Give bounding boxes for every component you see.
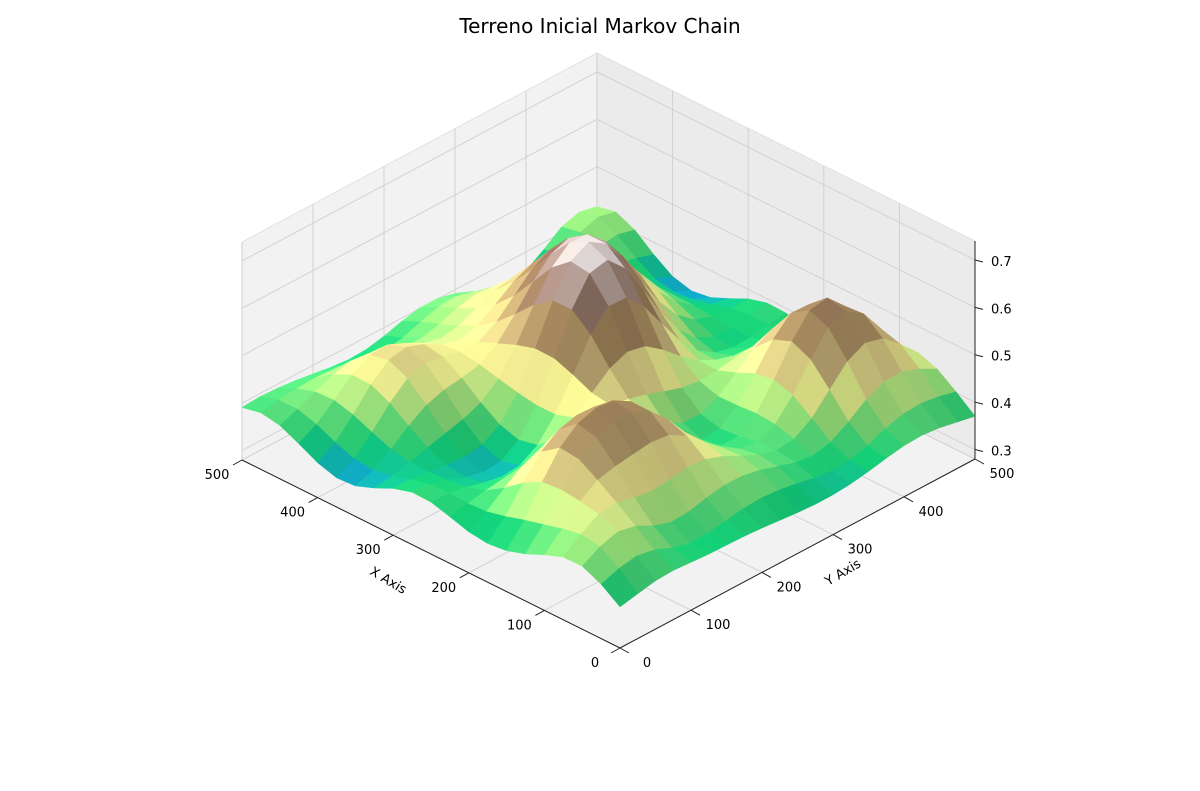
x-tick-label: 300 [356,543,381,558]
y-tick-label: 100 [706,618,731,633]
z-tick [974,449,984,453]
z-tick-label: 0.4 [991,397,1012,412]
z-gridline-right [596,71,976,261]
x-tick-label: 0 [591,656,599,671]
y-tick [619,647,630,654]
z-gridline-left [241,71,598,262]
z-gridline-right [596,118,976,308]
x-tick [459,572,470,579]
z-tick [974,259,984,263]
z-tick [974,306,984,310]
x-tick [232,459,243,466]
y-tick [974,458,985,465]
terrain-surface [241,206,976,608]
z-tick-label: 0.3 [991,445,1012,460]
z-tick-label: 0.7 [991,255,1012,270]
chart-title: Terreno Inicial Markov Chain [458,14,740,38]
axes-lines [241,241,976,649]
z-gridline-left [241,166,598,357]
x-tick-label: 200 [431,581,456,596]
y-tick-label: 300 [848,543,873,558]
y-tick-label: 400 [919,505,944,520]
x-tick-label: 100 [507,618,532,633]
x-axis-label: X Axis [367,564,409,598]
y-tick [832,534,843,541]
z-gridline-right [596,166,976,356]
y-tick-label: 200 [777,580,802,595]
y-tick-label: 500 [990,467,1015,482]
x-tick [383,534,394,541]
x-tick-label: 400 [280,506,305,521]
x-axis-line [241,459,621,649]
y-axis-line [619,458,976,649]
axes-ticks: 0 100 200 300 400 500 0 100 200 300 400 500 0.3 0.4 0.… [205,255,1015,671]
z-tick [974,401,984,405]
z-tick [974,354,984,358]
x-tick [308,497,318,504]
z-tick-label: 0.6 [991,302,1012,317]
z-gridline-left [241,118,598,309]
y-tick [761,571,772,578]
z-tick-label: 0.5 [991,350,1012,365]
x-tick [535,609,545,616]
x-tick-label: 500 [205,468,230,483]
y-tick [903,496,914,503]
y-axis-label: Y Axis [822,556,864,590]
y-tick-label: 0 [643,656,651,671]
x-tick [610,647,621,654]
surface-facet [600,568,639,608]
y-tick [690,609,701,616]
